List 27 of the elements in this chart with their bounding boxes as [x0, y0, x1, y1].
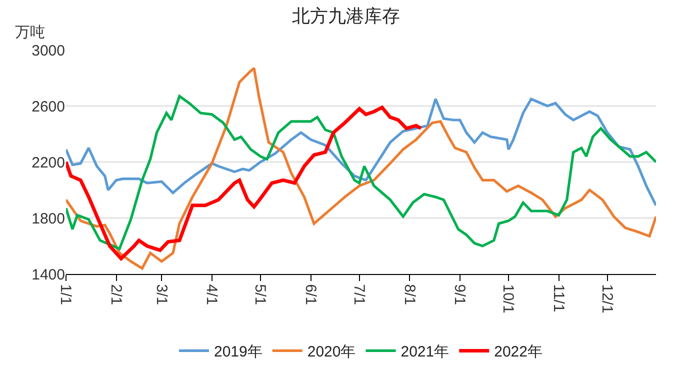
x-tick-label: 1/1: [57, 284, 74, 305]
x-tick-label: 9/1: [450, 284, 468, 305]
x-tick-label: 12/1: [598, 284, 616, 314]
y-tick-label: 2200: [32, 154, 65, 172]
line-series: [66, 98, 656, 207]
x-tick-label: 2/1: [107, 284, 124, 305]
x-tick-label: 5/1: [252, 284, 269, 305]
y-tick-label: 1400: [32, 266, 65, 284]
legend-label: 2019年: [214, 344, 262, 361]
legend-label: 2022年: [494, 344, 542, 361]
line-series: [66, 66, 656, 270]
y-tick-label: 1800: [32, 210, 65, 228]
chart-title: 北方九港库存: [292, 6, 400, 26]
x-tick-label: 10/1: [500, 284, 517, 314]
legend-label: 2021年: [400, 344, 450, 361]
y-tick-label: 2600: [32, 98, 65, 116]
legend-label: 2020年: [307, 344, 356, 361]
line-series: [66, 106, 423, 260]
line-series: [66, 94, 656, 250]
x-tick-label: 11/1: [550, 284, 567, 312]
x-tick-label: 7/1: [350, 284, 368, 305]
x-tick-label: 6/1: [302, 284, 319, 305]
y-axis-title: 万吨: [15, 24, 45, 41]
x-tick-label: 4/1: [203, 284, 220, 305]
x-tick-label: 3/1: [152, 284, 170, 305]
x-tick-label: 8/1: [400, 284, 418, 305]
y-tick-label: 3000: [32, 42, 65, 60]
